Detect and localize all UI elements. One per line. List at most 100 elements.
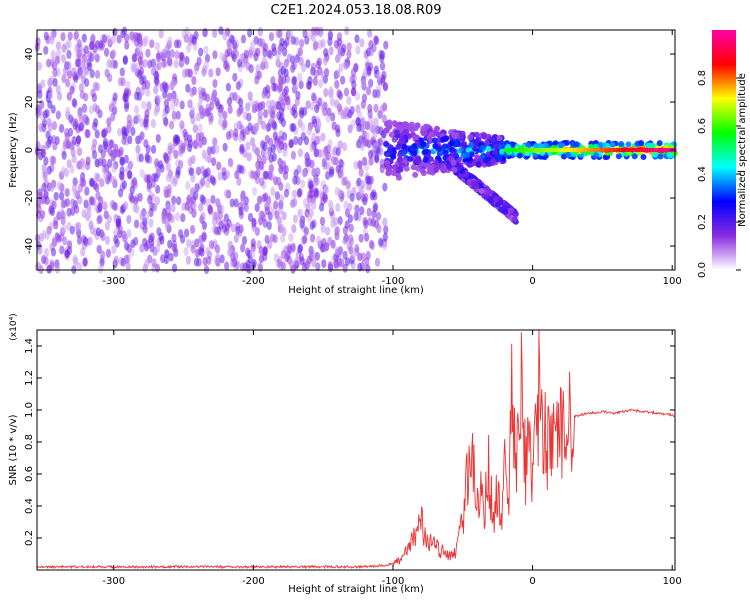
spectrogram-band-cell	[520, 148, 523, 152]
spectrogram-cell	[267, 105, 273, 115]
spectrogram-cell	[179, 100, 185, 110]
spectrogram-cell	[43, 31, 49, 41]
spectrogram-cell	[396, 157, 403, 164]
spectrogram-cell	[245, 247, 251, 257]
spectrogram-cell	[377, 137, 384, 147]
spectrogram-cell	[362, 216, 368, 226]
spectrogram-cell	[194, 183, 200, 193]
spectrogram-cell	[358, 139, 364, 149]
spectrogram-cell	[206, 146, 213, 156]
spectrogram-band-cell	[517, 148, 521, 152]
spectrogram-cell	[490, 158, 497, 165]
spectrogram-cell	[132, 31, 139, 41]
spectrogram-cell	[137, 43, 143, 53]
spectrogram-cell	[134, 91, 140, 101]
spectrogram-cell	[76, 49, 82, 59]
spectrogram-cell	[57, 91, 63, 101]
spectrogram-cell	[61, 224, 67, 234]
spectrogram-cell	[198, 104, 204, 114]
spectrogram-cell	[441, 166, 448, 173]
spectrogram-cell	[232, 42, 238, 52]
spectrogram-cell	[219, 52, 225, 62]
spectrogram-band-cell	[576, 148, 579, 152]
spectrogram-band-cell	[548, 148, 551, 152]
spectrogram-cell	[396, 124, 403, 131]
spectrogram-cell	[37, 245, 43, 255]
spectrogram-cell	[264, 206, 270, 216]
spectrogram-cell	[250, 170, 256, 180]
spectrogram-cell	[52, 68, 58, 78]
spectrogram-cell	[224, 189, 230, 199]
spectrogram-cell	[142, 58, 148, 68]
spectrogram-cell	[235, 81, 241, 91]
spectrogram-cell	[214, 144, 220, 154]
spectrogram-cell	[80, 247, 86, 257]
spectrogram-cell	[370, 189, 377, 199]
spectrogram-cell	[652, 151, 659, 158]
spectrogram-cell	[193, 140, 199, 150]
spectrogram-cell	[175, 110, 181, 120]
spectrogram-cell	[120, 29, 126, 39]
spectrogram-cell	[144, 80, 151, 90]
spectrogram-cell	[657, 153, 664, 160]
spectrogram-cell	[53, 220, 59, 230]
spectrogram-cell	[139, 211, 145, 221]
spectrogram-cell	[230, 252, 236, 262]
spectrogram-cell	[215, 216, 221, 226]
spectrogram-cell	[278, 181, 284, 191]
x-tick-label: 100	[663, 576, 682, 587]
spectrogram-cell	[97, 264, 104, 274]
spectrogram-cell	[407, 155, 414, 162]
spectrogram-cell	[171, 110, 177, 120]
spectrogram-cell	[94, 69, 101, 79]
spectrogram-cell	[37, 89, 43, 99]
spectrogram-cell	[349, 192, 355, 202]
spectrogram-cell	[341, 142, 348, 152]
spectrogram-cell	[176, 39, 182, 49]
spectrogram-cell	[375, 89, 381, 99]
spectrogram-cell	[374, 154, 380, 164]
spectrogram-cell	[309, 143, 315, 153]
spectrogram-cell	[62, 66, 69, 76]
spectrogram-cell	[245, 259, 251, 269]
spectrogram-cell	[361, 78, 367, 88]
spectrogram-cell	[282, 148, 288, 158]
x-tick-label: -100	[382, 576, 405, 587]
spectrogram-cell	[97, 203, 103, 213]
spectrogram-cell	[410, 164, 417, 171]
spectrogram-cell	[111, 244, 117, 254]
spectrogram-cell	[52, 60, 58, 70]
spectrogram-cell	[472, 180, 479, 187]
spectrogram-cell	[317, 148, 323, 158]
spectrogram-cell	[205, 179, 211, 189]
spectrogram-cell	[382, 182, 388, 192]
spectrogram-cell	[43, 247, 50, 257]
colorbar-tick-label: 0.4	[697, 166, 708, 182]
spectrogram-cell	[205, 246, 211, 256]
spectrogram-cell	[337, 91, 344, 101]
spectrogram-cell	[76, 235, 83, 245]
spectrogram-cell	[92, 102, 98, 112]
spectrogram-cell	[103, 210, 109, 220]
spectrogram-cell	[66, 91, 72, 101]
spectrogram-cell	[272, 121, 278, 131]
spectrogram-cell	[165, 42, 171, 52]
spectrogram-cell	[124, 33, 130, 43]
spectrogram-cell	[322, 243, 329, 253]
spectrogram-cell	[60, 210, 66, 220]
spectrogram-cell	[73, 30, 80, 40]
spectrogram-cell	[143, 118, 149, 128]
spectrogram-cell	[279, 223, 286, 233]
spectrogram-cell	[427, 167, 434, 174]
spectrogram-cell	[95, 227, 102, 237]
spectrogram-cell	[72, 188, 78, 198]
spectrogram-band-cell	[634, 148, 638, 152]
spectrogram-cell	[176, 196, 182, 206]
spectrogram-cell	[208, 68, 214, 78]
spectrogram-cell	[445, 163, 452, 170]
spectrogram-cell	[315, 262, 321, 272]
spectrogram-cell	[640, 154, 647, 161]
spectrogram-cell	[297, 148, 304, 158]
spectrogram-cell	[162, 89, 168, 99]
spectrogram-cell	[492, 149, 499, 156]
